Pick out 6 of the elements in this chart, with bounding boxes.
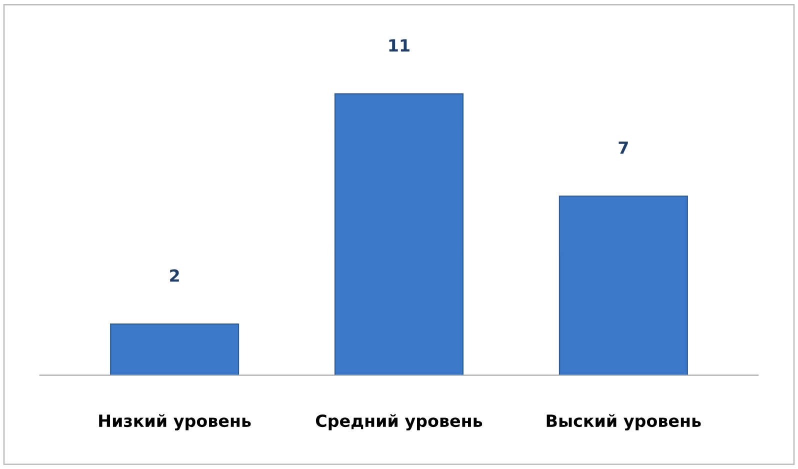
data-label: 7 <box>618 142 628 154</box>
x-tick-label: Средний уровень <box>316 414 482 430</box>
data-label: 2 <box>170 269 179 282</box>
data-label: 11 <box>389 39 410 52</box>
x-tick-label: Низкий уровень <box>99 414 251 430</box>
x-tick-label: Выский уровень <box>546 414 701 430</box>
